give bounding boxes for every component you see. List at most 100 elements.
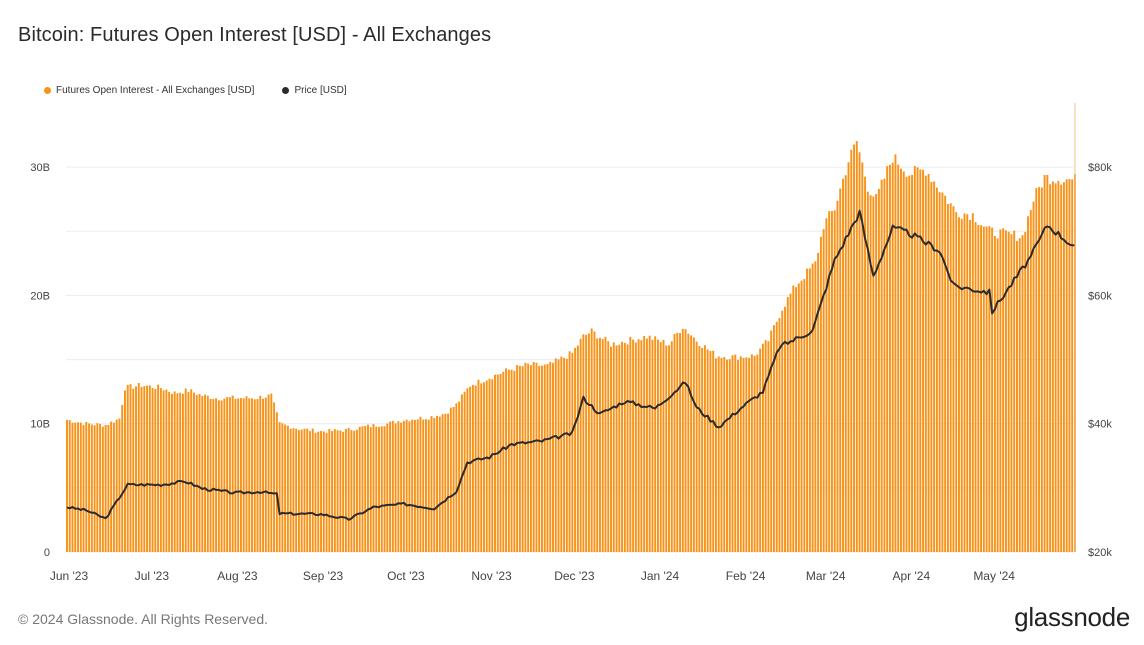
oi-bar	[137, 383, 140, 552]
oi-bar	[673, 334, 676, 552]
oi-bar	[397, 421, 400, 552]
legend-swatch-open-interest	[44, 87, 51, 94]
oi-bar	[654, 336, 657, 552]
oi-bar	[333, 429, 336, 552]
oi-bar	[847, 162, 850, 552]
oi-bar	[480, 383, 483, 552]
oi-bar	[549, 361, 552, 552]
x-tick-label: Jul '23	[135, 569, 170, 583]
oi-bar	[505, 368, 508, 552]
x-tick-label: Aug '23	[217, 569, 258, 583]
oi-bar	[792, 285, 795, 552]
oi-bar	[452, 406, 455, 552]
oi-bar	[596, 338, 599, 552]
oi-bar	[170, 393, 173, 552]
oi-bar	[966, 214, 969, 553]
oi-bar	[770, 330, 773, 552]
oi-bar	[557, 359, 560, 552]
oi-bar	[96, 423, 99, 552]
oi-bar	[784, 306, 786, 552]
oi-bar	[264, 397, 267, 552]
oi-bar	[217, 400, 220, 552]
legend-item-price[interactable]: Price [USD]	[282, 85, 347, 96]
oi-bar	[911, 174, 913, 552]
oi-bar	[135, 386, 137, 552]
oi-bar	[132, 388, 135, 552]
oi-bar	[778, 318, 781, 552]
oi-bar	[1051, 181, 1054, 553]
oi-bar	[311, 428, 314, 552]
oi-bar	[1068, 179, 1071, 552]
oi-bar	[527, 363, 530, 552]
x-tick-label: Oct '23	[387, 569, 425, 583]
oi-bar	[206, 395, 209, 552]
oi-bar	[665, 345, 668, 552]
legend: Futures Open Interest - All Exchanges [U…	[44, 85, 347, 96]
price-line	[66, 209, 1076, 521]
oi-bar	[811, 263, 814, 552]
oi-bar	[339, 430, 342, 552]
oi-bar	[270, 393, 273, 552]
oi-bar	[104, 425, 107, 552]
y-left-tick-label: 30B	[30, 162, 50, 174]
oi-bar	[877, 188, 880, 553]
oi-bar	[289, 428, 292, 552]
oi-bar	[1029, 210, 1032, 552]
oi-bar	[494, 374, 496, 552]
oi-bar	[320, 431, 322, 552]
oi-bar	[518, 365, 521, 552]
oi-bar	[331, 431, 334, 552]
oi-bar	[159, 388, 162, 552]
oi-bar	[546, 364, 549, 552]
oi-bar	[861, 162, 864, 552]
oi-bar	[999, 229, 1002, 552]
oi-bar	[458, 401, 461, 552]
oi-bar	[491, 379, 494, 552]
oi-bar	[604, 336, 607, 552]
oi-bar	[900, 168, 902, 553]
oi-bar	[833, 210, 836, 552]
oi-bar	[684, 329, 687, 552]
legend-item-open-interest[interactable]: Futures Open Interest - All Exchanges [U…	[44, 85, 254, 96]
oi-bar	[974, 222, 977, 553]
oi-bar	[176, 393, 179, 552]
oi-bar	[714, 358, 717, 552]
oi-bar	[438, 416, 441, 552]
oi-bar	[924, 175, 927, 553]
oi-bar	[612, 342, 615, 552]
oi-bar	[353, 430, 356, 552]
oi-bar	[201, 396, 204, 552]
oi-bar	[112, 422, 115, 552]
oi-bar	[933, 181, 936, 552]
oi-bar	[347, 427, 350, 552]
oi-bar	[703, 345, 706, 552]
oi-bar	[922, 169, 925, 552]
oi-bar	[938, 192, 941, 552]
oi-bar	[817, 252, 820, 552]
oi-bar	[891, 162, 894, 552]
oi-bar	[350, 430, 353, 552]
oi-bar	[262, 398, 265, 552]
oi-bar	[949, 203, 952, 553]
x-tick-label: Apr '24	[892, 569, 930, 583]
oi-bar	[1024, 232, 1027, 552]
oi-bar	[659, 342, 662, 552]
oi-bar	[110, 421, 113, 552]
oi-bar	[369, 427, 372, 552]
oi-bar	[764, 340, 767, 552]
oi-bar	[469, 386, 472, 552]
oi-bar	[772, 325, 775, 552]
oi-bar	[610, 346, 612, 552]
y-right-tick-label: $60k	[1088, 290, 1112, 302]
oi-bar	[215, 398, 218, 552]
oi-bar	[739, 356, 742, 552]
oi-bar	[761, 343, 764, 552]
oi-bar	[742, 357, 745, 552]
oi-bar	[543, 364, 546, 552]
x-axis-labels: Jun '23 Jul '23 Aug '23 Sep '23 Oct '23 Nov '…	[50, 569, 1015, 583]
oi-bar	[1071, 179, 1074, 552]
oi-bar	[1043, 175, 1046, 552]
oi-bar	[1060, 184, 1063, 552]
oi-bar	[643, 335, 646, 552]
